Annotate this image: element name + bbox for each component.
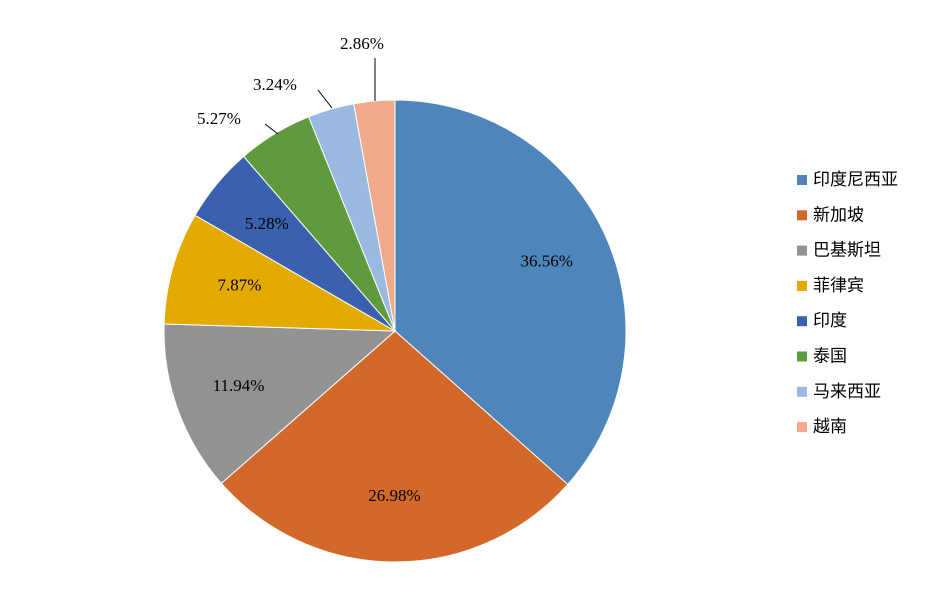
legend-label-2: 新加坡 xyxy=(813,205,864,225)
pie-slice-1 xyxy=(394,99,627,486)
pie-slice-3 xyxy=(163,323,397,485)
legend-label-3: 巴基斯坦 xyxy=(813,241,881,261)
data-label-2: 26.98% xyxy=(368,486,420,505)
legend-swatch-1 xyxy=(797,175,807,185)
data-labels: 36.56% 26.98% 11.94% 7.87% 5.28% 5.27% 3.24% 2.… xyxy=(197,34,573,505)
data-label-1: 36.56% xyxy=(521,252,573,271)
data-label-7: 3.24% xyxy=(253,75,297,94)
legend-swatch-4 xyxy=(797,280,807,291)
data-label-3: 11.94% xyxy=(213,376,265,395)
pie-slice-2 xyxy=(220,330,569,563)
legend-swatch-2 xyxy=(797,210,807,221)
pie-slice-8 xyxy=(353,99,396,332)
pie-slice-4 xyxy=(163,214,396,332)
leader-line-7 xyxy=(317,89,333,109)
data-label-8: 2.86% xyxy=(340,34,384,53)
pie-slices xyxy=(163,99,627,563)
leader-line-6 xyxy=(264,123,279,135)
data-label-5: 5.28% xyxy=(245,214,289,233)
data-label-6: 5.27% xyxy=(197,109,241,128)
legend-swatch-6 xyxy=(797,351,807,362)
legend-label-1: 印度尼西亚 xyxy=(813,170,898,190)
legend-label-6: 泰国 xyxy=(813,347,847,367)
leader-lines xyxy=(264,58,376,135)
legend-label-8: 越南 xyxy=(813,417,847,437)
legend-swatch-7 xyxy=(797,386,807,397)
legend-swatch-5 xyxy=(797,316,807,327)
legend-swatch-8 xyxy=(797,422,807,433)
legend-label-5: 印度 xyxy=(813,311,847,331)
legend-label-7: 马来西亚 xyxy=(813,382,881,402)
data-label-4: 7.87% xyxy=(218,276,262,295)
legend-swatch-3 xyxy=(797,245,807,256)
legend-label-4: 菲律宾 xyxy=(813,276,864,296)
